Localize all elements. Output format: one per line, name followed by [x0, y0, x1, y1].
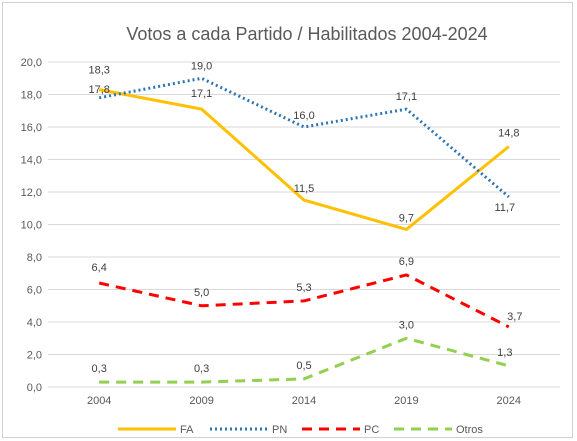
data-label-otros: 3,0: [399, 319, 414, 331]
series-line-pc: [98, 273, 510, 329]
y-tick-label: 10,0: [21, 220, 42, 232]
series-line-otros: [99, 336, 510, 384]
legend: FA PN PC Otros: [118, 424, 483, 436]
x-tick-label: 2024: [497, 395, 521, 407]
y-tick-label: 16,0: [21, 122, 42, 134]
series-lines: [98, 76, 510, 384]
data-label-pn: 19,0: [191, 60, 212, 72]
legend-label-fa: FA: [180, 424, 194, 436]
data-label-otros: 0,3: [92, 363, 107, 375]
data-label-otros: 0,5: [296, 360, 311, 372]
data-label-fa: 11,5: [294, 183, 315, 195]
series-line-fa: [98, 88, 510, 231]
legend-label-pc: PC: [364, 424, 379, 436]
y-tick-label: 20,0: [21, 57, 42, 69]
data-label-pn: 17,8: [88, 84, 109, 96]
y-tick-label: 2,0: [27, 350, 42, 362]
chart-frame: [2, 2, 573, 438]
data-label-pn: 16,0: [293, 110, 314, 122]
data-labels: 18,3 17,1 11,5 9,7 14,8 17,8 19,0 16,0 17,1 11,7 6…: [88, 60, 522, 375]
data-label-pc: 3,7: [507, 311, 522, 323]
data-label-pc: 6,4: [92, 262, 107, 274]
y-tick-label: 6,0: [27, 285, 42, 297]
y-tick-label: 8,0: [27, 252, 42, 264]
data-label-fa: 14,8: [498, 128, 519, 140]
y-axis-ticks: 0,0 2,0 4,0 6,0 8,0 10,0 12,0 14,0 16,0 18,0 20,0: [21, 57, 42, 394]
x-tick-label: 2014: [292, 395, 316, 407]
data-label-fa: 9,7: [399, 212, 414, 224]
data-label-pc: 5,3: [296, 282, 311, 294]
data-label-fa: 17,1: [191, 88, 212, 100]
x-axis-ticks: 2004 2009 2014 2019 2024: [87, 395, 521, 407]
data-label-otros: 0,3: [194, 363, 209, 375]
series-line-pn: [98, 76, 510, 199]
x-tick-label: 2009: [189, 395, 213, 407]
y-tick-label: 12,0: [21, 187, 42, 199]
data-label-fa: 18,3: [88, 65, 109, 77]
data-label-pc: 5,0: [194, 287, 209, 299]
data-label-pn: 17,1: [396, 91, 417, 103]
y-tick-label: 14,0: [21, 155, 42, 167]
gridlines: [48, 61, 560, 388]
data-label-otros: 1,3: [497, 347, 512, 359]
x-tick-label: 2004: [87, 395, 111, 407]
y-tick-label: 4,0: [27, 317, 42, 329]
chart-title: Votos a cada Partido / Habilitados 2004-…: [126, 24, 487, 44]
legend-label-pn: PN: [272, 424, 287, 436]
legend-label-otros: Otros: [456, 424, 483, 436]
y-tick-label: 0,0: [27, 382, 42, 394]
data-label-pc: 6,9: [399, 256, 414, 268]
x-tick-label: 2019: [394, 395, 418, 407]
data-label-pn: 11,7: [495, 202, 516, 214]
y-tick-label: 18,0: [21, 90, 42, 102]
